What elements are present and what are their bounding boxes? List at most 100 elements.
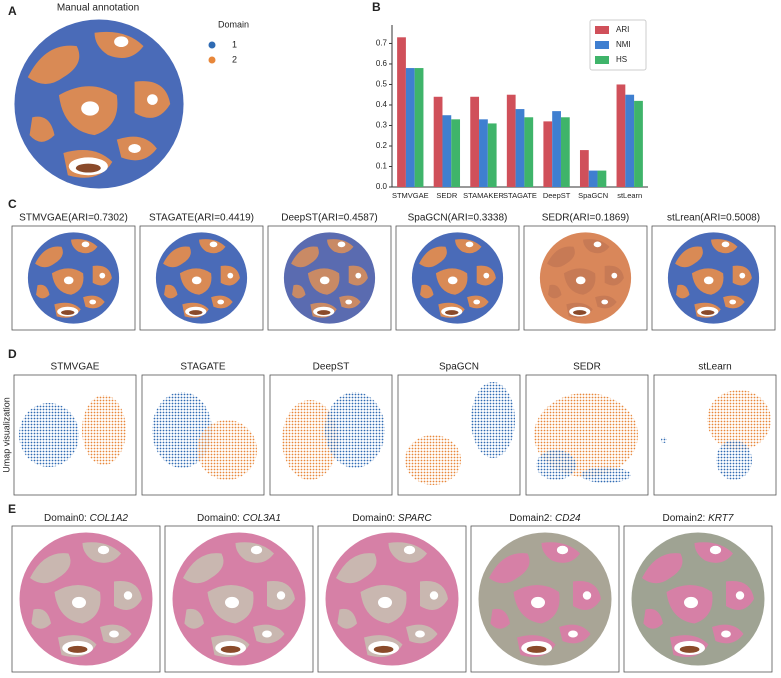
legend-label: 2 — [232, 54, 237, 64]
tissue-image — [27, 232, 120, 324]
gene-name: CD24 — [555, 513, 581, 524]
panel-title: SEDR(ARI=0.1869) — [542, 213, 630, 224]
panel-title: STAGATE — [180, 362, 226, 373]
bar — [433, 96, 443, 187]
legend-label: HS — [616, 55, 627, 64]
gene-name: COL1A2 — [90, 513, 129, 524]
umap-cloud — [282, 400, 338, 480]
tissue-image — [478, 532, 612, 666]
bar — [451, 119, 461, 187]
panel-title: stLearn — [698, 362, 731, 373]
panel-frame — [11, 225, 136, 331]
bar — [470, 96, 480, 187]
title-prefix: Domain0: — [44, 513, 90, 524]
panel-title: Domain0: SPARC — [352, 513, 432, 524]
bar — [515, 109, 525, 187]
y-tick-label: 0.7 — [376, 39, 388, 48]
legend-swatch — [595, 56, 609, 64]
tissue-image — [411, 232, 504, 324]
panel-frame — [397, 374, 521, 496]
umap-cloud — [471, 382, 515, 458]
panel-title: Domain2: CD24 — [509, 513, 581, 524]
panel-row: Domain0: COL1A2 Domain0: COL3A1 Domain0: S… — [11, 513, 773, 673]
legend-title: Domain — [218, 19, 249, 29]
panel-title: STMVGAE — [51, 362, 100, 373]
x-tick-label: STAGATE — [503, 191, 537, 200]
bar — [597, 170, 607, 187]
legend-marker — [208, 41, 216, 49]
panel-title: SpaGCN — [439, 362, 479, 373]
panel-title: Domain0: COL3A1 — [197, 513, 281, 524]
tissue-image — [325, 532, 459, 666]
bar — [634, 100, 643, 187]
panel-title: STMVGAE(ARI=0.7302) — [19, 213, 128, 224]
title-prefix: Domain2: — [663, 513, 709, 524]
legend-label: 1 — [232, 39, 237, 49]
y-tick-label: 0.0 — [376, 182, 388, 191]
y-tick-label: 0.1 — [376, 162, 388, 171]
panel-frame — [651, 225, 776, 331]
y-tick-label: 0.4 — [376, 100, 388, 109]
panel-title: DeepST — [313, 362, 350, 373]
bar — [625, 94, 635, 187]
panel-label: A — [8, 4, 17, 18]
umap-cloud — [661, 437, 667, 443]
y-axis-label: Umap visualization — [1, 397, 11, 473]
umap-cloud — [197, 420, 257, 480]
panel-frame — [11, 525, 161, 673]
tissue-image — [19, 532, 153, 666]
legend: 12 — [208, 39, 237, 64]
x-tick-label: STMVGAE — [392, 191, 429, 200]
tissue-image — [667, 232, 760, 324]
panel-title: DeepST(ARI=0.4587) — [281, 213, 377, 224]
legend-swatch — [595, 41, 609, 49]
panel-title: SEDR — [573, 362, 601, 373]
tissue-image — [631, 532, 765, 666]
bar — [397, 37, 406, 187]
panel-frame — [523, 225, 648, 331]
tissue-image — [283, 232, 376, 324]
y-tick-label: 0.6 — [376, 59, 388, 68]
title-prefix: Domain0: — [352, 513, 398, 524]
panel-row: STMVGAE(ARI=0.7302) STAGATE(ARI=0.4419) De… — [11, 213, 776, 331]
panel-label: E — [8, 502, 16, 516]
bar — [487, 123, 497, 187]
panel-label: D — [8, 347, 17, 361]
panel-row: STMVGAE STAGATE DeepST SpaGCN SEDR stLearn — [13, 362, 777, 496]
umap-cloud — [536, 450, 576, 480]
bar — [616, 84, 626, 187]
umap-cloud — [82, 395, 126, 465]
bar — [405, 68, 415, 187]
bar — [579, 150, 589, 187]
bar — [414, 68, 424, 187]
panel-title: STAGATE(ARI=0.4419) — [149, 213, 254, 224]
bar — [479, 119, 488, 187]
umap-cloud — [152, 392, 212, 468]
panel-title: Manual annotation — [57, 3, 139, 14]
panel-frame — [623, 525, 773, 673]
title-prefix: Domain2: — [509, 513, 555, 524]
panel-frame — [13, 374, 137, 496]
y-tick-label: 0.2 — [376, 141, 388, 150]
bar — [560, 117, 570, 187]
panel-frame — [269, 374, 393, 496]
legend-swatch — [595, 26, 609, 34]
tissue-image — [155, 232, 248, 324]
legend-label: NMI — [616, 40, 631, 49]
panel-title: Domain0: COL1A2 — [44, 513, 128, 524]
umap-cloud — [716, 440, 752, 480]
umap-cloud — [19, 403, 79, 467]
bar — [506, 94, 516, 187]
x-tick-label: SpaGCN — [578, 191, 608, 200]
x-tick-label: STAMAKER — [463, 191, 504, 200]
legend-marker — [208, 56, 216, 64]
tissue-image — [14, 19, 184, 189]
legend-label: ARI — [616, 25, 629, 34]
bar-chart: 0.0 0.1 0.2 0.3 0.4 0.5 0.6 0.7 STMVGAE SEDR STAMA… — [376, 19, 648, 200]
umap-cloud — [707, 390, 771, 450]
tissue-image — [172, 532, 306, 666]
y-tick-label: 0.5 — [376, 80, 388, 89]
bar — [552, 111, 561, 187]
umap-cloud — [325, 392, 385, 468]
panel-title: Domain2: KRT7 — [663, 513, 734, 524]
